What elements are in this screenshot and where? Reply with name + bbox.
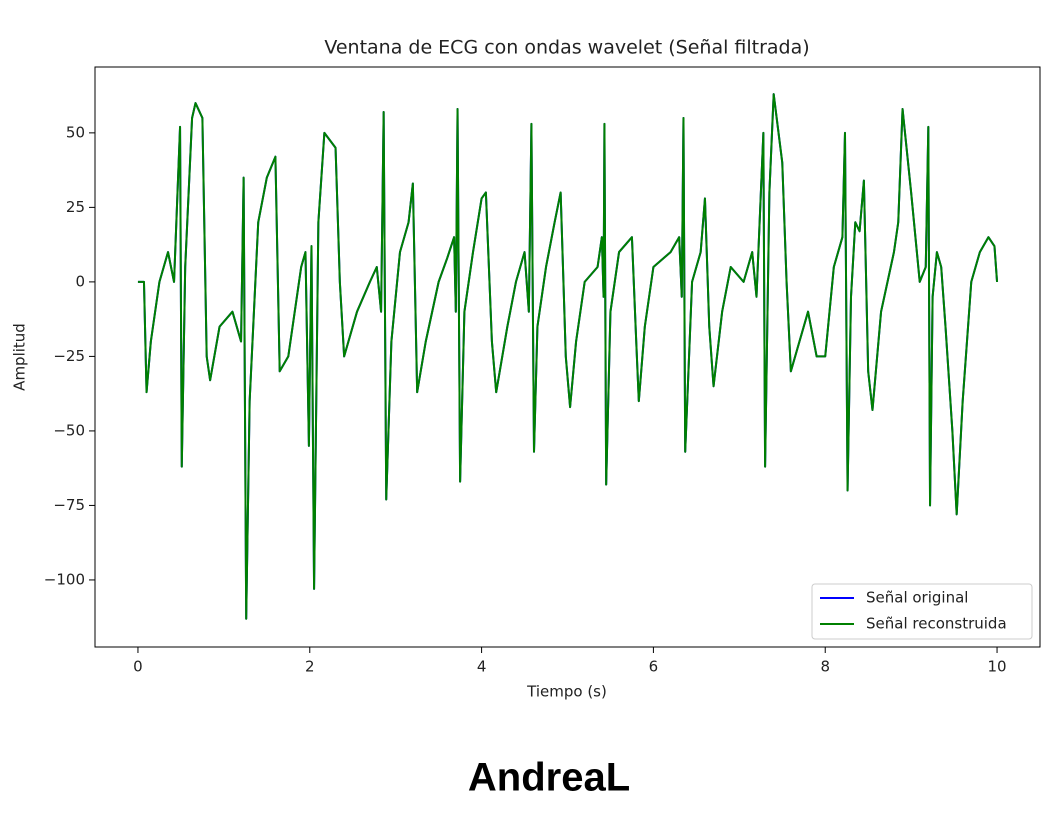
y-tick-label: −100 xyxy=(44,570,85,588)
footer-text: AndreaL xyxy=(468,756,630,800)
legend-box xyxy=(811,583,1033,640)
y-tick-label: 50 xyxy=(66,123,85,141)
y-axis-label: Amplitud xyxy=(11,323,29,391)
x-tick-label: 10 xyxy=(987,658,1006,676)
y-tick-label: −25 xyxy=(53,347,85,365)
y-tick-label: 0 xyxy=(75,272,85,290)
x-tick-label: 0 xyxy=(133,658,143,676)
axes-frame xyxy=(94,66,1041,648)
legend: Señal original Señal reconstruida xyxy=(811,583,1033,640)
x-tick-label: 6 xyxy=(649,658,659,676)
legend-label: Señal reconstruida xyxy=(866,615,1007,633)
y-tick-label: −50 xyxy=(53,421,85,439)
series-line xyxy=(137,93,999,620)
chart-title: Ventana de ECG con ondas wavelet (Señal … xyxy=(324,37,809,59)
legend-label: Señal original xyxy=(866,589,968,607)
x-tick-label: 2 xyxy=(305,658,315,676)
y-tick-label: 25 xyxy=(66,198,85,216)
x-tick-label: 4 xyxy=(477,658,487,676)
x-axis-label: Tiempo (s) xyxy=(526,683,607,701)
x-tick-label: 8 xyxy=(820,658,830,676)
y-tick-label: −75 xyxy=(53,496,85,514)
